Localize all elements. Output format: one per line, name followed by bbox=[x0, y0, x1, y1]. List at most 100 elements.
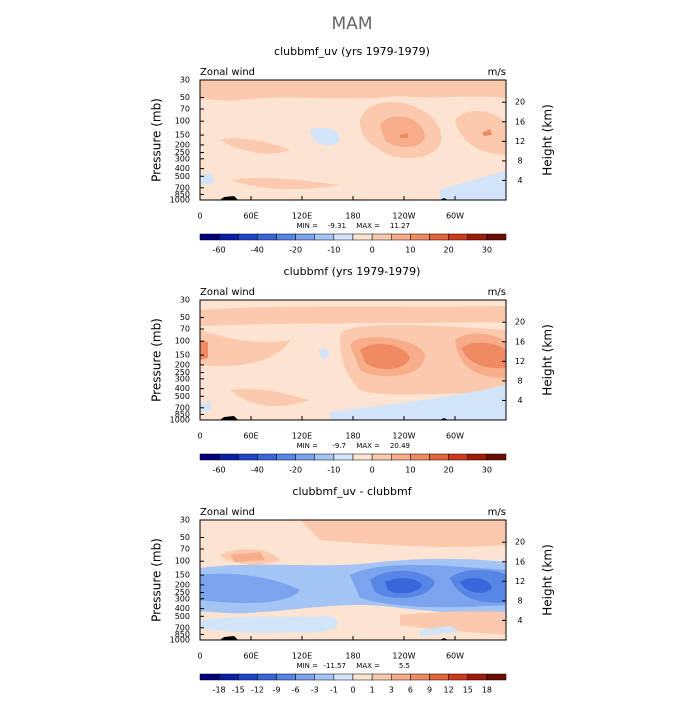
y-tick-label: 700 bbox=[175, 623, 190, 632]
contour-fill bbox=[230, 177, 340, 190]
colorbar-box bbox=[314, 453, 335, 461]
contour-fill bbox=[310, 127, 340, 146]
colorbar-box bbox=[410, 233, 430, 241]
colorbar-box bbox=[448, 673, 468, 681]
y2-tick-label: 8 bbox=[517, 376, 522, 385]
units-label: m/s bbox=[488, 507, 506, 518]
colorbar-label: 30 bbox=[482, 246, 492, 255]
colorbar-box bbox=[199, 673, 220, 681]
y-tick-label: 400 bbox=[175, 604, 190, 613]
colorbar-box bbox=[391, 233, 411, 241]
max-value: 20.49 bbox=[390, 442, 410, 450]
colorbar-label: -40 bbox=[251, 246, 264, 255]
y2-tick-label: 20 bbox=[515, 538, 525, 547]
y2-tick-label: 4 bbox=[517, 396, 522, 405]
colorbar-label: 0 bbox=[370, 466, 375, 475]
y2-tick-label: 4 bbox=[517, 176, 522, 185]
y-tick-label: 700 bbox=[175, 183, 190, 192]
y-tick-label: 50 bbox=[180, 313, 190, 322]
colorbar-label: -6 bbox=[292, 686, 300, 695]
colorbar-label: -1 bbox=[330, 686, 338, 695]
y-axis-label: Pressure (mb) bbox=[150, 98, 164, 182]
colorbar-label: -20 bbox=[289, 246, 302, 255]
colorbar-box bbox=[429, 673, 449, 681]
colorbar-box bbox=[314, 233, 335, 241]
field-label: Zonal wind bbox=[200, 287, 255, 298]
y-tick-label: 30 bbox=[180, 296, 190, 305]
y2-tick-label: 16 bbox=[515, 117, 525, 126]
y-tick-label: 70 bbox=[180, 104, 190, 113]
y2-tick-label: 8 bbox=[517, 596, 522, 605]
colorbar-box bbox=[218, 673, 239, 681]
x-tick-label: 180 bbox=[345, 652, 360, 661]
y-tick-label: 200 bbox=[175, 580, 190, 589]
colorbar-box bbox=[199, 233, 220, 241]
min-value: -9.7 bbox=[332, 442, 346, 450]
contour-fill bbox=[220, 138, 290, 154]
x-tick-label: 0 bbox=[197, 652, 202, 661]
min-label: MIN = bbox=[297, 662, 319, 670]
colorbar-box bbox=[467, 673, 488, 681]
colorbar-label: -18 bbox=[213, 686, 226, 695]
contour-fill bbox=[440, 170, 506, 200]
colorbar-box bbox=[429, 233, 449, 241]
y-tick-label: 1000 bbox=[170, 196, 190, 205]
max-label: MAX = bbox=[356, 662, 380, 670]
x-tick-label: 60W bbox=[446, 432, 464, 441]
contour-fill bbox=[330, 385, 506, 420]
contour-fill bbox=[200, 330, 290, 367]
y-tick-label: 150 bbox=[175, 131, 190, 140]
contour-fill bbox=[300, 520, 506, 548]
y-tick-label: 300 bbox=[175, 374, 190, 383]
x-tick-label: 120E bbox=[292, 212, 312, 221]
colorbar-box bbox=[467, 453, 488, 461]
colorbar-box bbox=[333, 233, 354, 241]
colorbar-box bbox=[333, 453, 354, 461]
x-tick-label: 60E bbox=[243, 652, 258, 661]
y-tick-label: 50 bbox=[180, 93, 190, 102]
contour-fill bbox=[200, 173, 214, 185]
colorbar-label: 10 bbox=[405, 466, 415, 475]
contours bbox=[200, 306, 506, 420]
contours bbox=[200, 80, 506, 200]
colorbar-label: -3 bbox=[311, 686, 319, 695]
colorbar-box bbox=[371, 673, 392, 681]
min-value: -11.57 bbox=[323, 662, 346, 670]
y-tick-label: 250 bbox=[175, 588, 190, 597]
y-tick-label: 500 bbox=[175, 172, 190, 181]
y-tick-label: 50 bbox=[180, 533, 190, 542]
contour-fill bbox=[360, 343, 410, 370]
colorbar-box bbox=[429, 453, 449, 461]
y2-tick-label: 12 bbox=[515, 137, 525, 146]
y-tick-label: 300 bbox=[175, 594, 190, 603]
y-tick-label: 500 bbox=[175, 392, 190, 401]
x-tick-label: 60W bbox=[446, 212, 464, 221]
colorbar-label: 15 bbox=[463, 686, 473, 695]
min-label: MIN = bbox=[297, 222, 319, 230]
y2-tick-label: 8 bbox=[517, 156, 522, 165]
y-tick-label: 200 bbox=[175, 140, 190, 149]
y2-tick-label: 12 bbox=[515, 357, 525, 366]
contour-fill bbox=[462, 342, 506, 369]
colorbar-label: -9 bbox=[273, 686, 281, 695]
min-label: MIN = bbox=[297, 442, 319, 450]
colorbar-box bbox=[238, 673, 258, 681]
contour-fill bbox=[380, 116, 425, 147]
colorbar-label: 3 bbox=[389, 686, 394, 695]
panel-title: clubbmf (yrs 1979-1979) bbox=[284, 265, 421, 278]
y-tick-label: 850 bbox=[175, 410, 190, 419]
x-tick-label: 120W bbox=[392, 652, 415, 661]
y2-tick-label: 20 bbox=[515, 318, 525, 327]
figure-title: MAM bbox=[332, 14, 373, 34]
y-tick-label: 500 bbox=[175, 612, 190, 621]
colorbar-box bbox=[486, 673, 507, 681]
y2-axis-label: Height (km) bbox=[541, 544, 555, 615]
colorbar-box bbox=[371, 233, 392, 241]
y2-tick-label: 20 bbox=[515, 98, 525, 107]
max-label: MAX = bbox=[356, 222, 380, 230]
colorbar-label: 9 bbox=[427, 686, 432, 695]
field-label: Zonal wind bbox=[200, 67, 255, 78]
contour-fill bbox=[230, 388, 310, 406]
y-tick-label: 700 bbox=[175, 403, 190, 412]
y-tick-label: 70 bbox=[180, 544, 190, 553]
